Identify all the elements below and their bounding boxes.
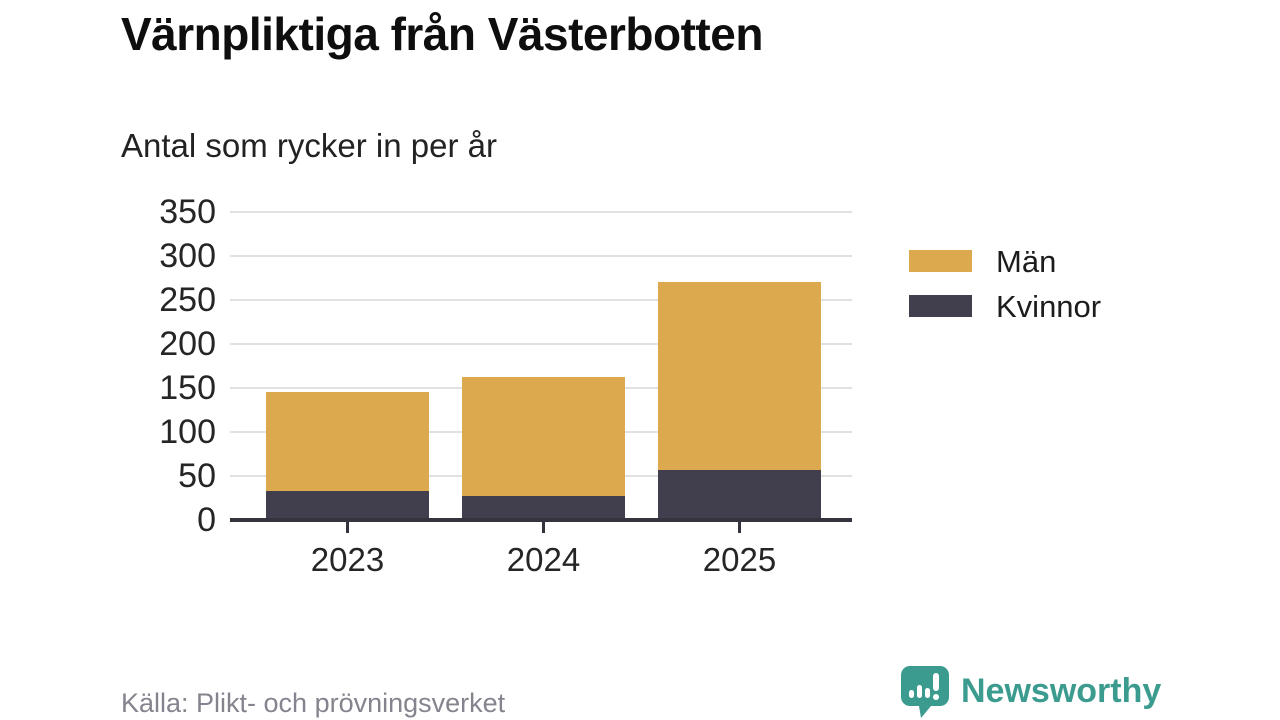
legend-item-men: Män (909, 243, 1101, 279)
y-tick-label-300: 300 (159, 237, 216, 275)
x-axis-line (230, 518, 852, 522)
y-tick-label-200: 200 (159, 325, 216, 363)
bar-segment-män-2023 (266, 391, 429, 491)
chart-title: Värnpliktiga från Västerbotten (121, 8, 763, 60)
bar-segment-kvinnor-2023 (266, 490, 429, 520)
legend-label-men: Män (996, 243, 1057, 279)
chart-subtitle: Antal som rycker in per år (121, 127, 497, 164)
source-caption: Källa: Plikt- och prövningsverket (121, 688, 506, 718)
plot-area (230, 211, 852, 520)
y-tick-label-100: 100 (159, 413, 216, 451)
gridline-300 (230, 255, 852, 257)
x-tick-2025 (738, 522, 741, 533)
legend-label-women: Kvinnor (996, 288, 1102, 324)
legend: Män Kvinnor (909, 246, 1101, 336)
bar-segment-kvinnor-2024 (462, 496, 625, 520)
x-tick-label-2025: 2025 (702, 541, 777, 578)
y-tick-label-0: 0 (197, 501, 216, 539)
brand-wordmark: Newsworthy (961, 672, 1162, 710)
bar-segment-män-2024 (462, 376, 625, 497)
gridline-200 (230, 343, 852, 345)
y-tick-label-350: 350 (159, 193, 216, 231)
x-tick-2023 (346, 522, 349, 533)
legend-swatch-women (909, 295, 972, 317)
legend-swatch-men (909, 250, 972, 272)
brand-lockup: Newsworthy (897, 664, 1161, 718)
bar-segment-män-2025 (658, 281, 821, 470)
gridline-350 (230, 211, 852, 213)
y-tick-label-250: 250 (159, 281, 216, 319)
y-tick-label-150: 150 (159, 369, 216, 407)
x-tick-label-2023: 2023 (310, 541, 385, 578)
legend-item-women: Kvinnor (909, 288, 1102, 324)
x-tick-label-2024: 2024 (506, 541, 581, 578)
x-tick-2024 (542, 522, 545, 533)
gridline-250 (230, 299, 852, 301)
y-tick-label-50: 50 (178, 457, 216, 495)
bar-segment-kvinnor-2025 (658, 469, 821, 520)
newsworthy-speech-bubble-chart-icon (901, 666, 949, 718)
